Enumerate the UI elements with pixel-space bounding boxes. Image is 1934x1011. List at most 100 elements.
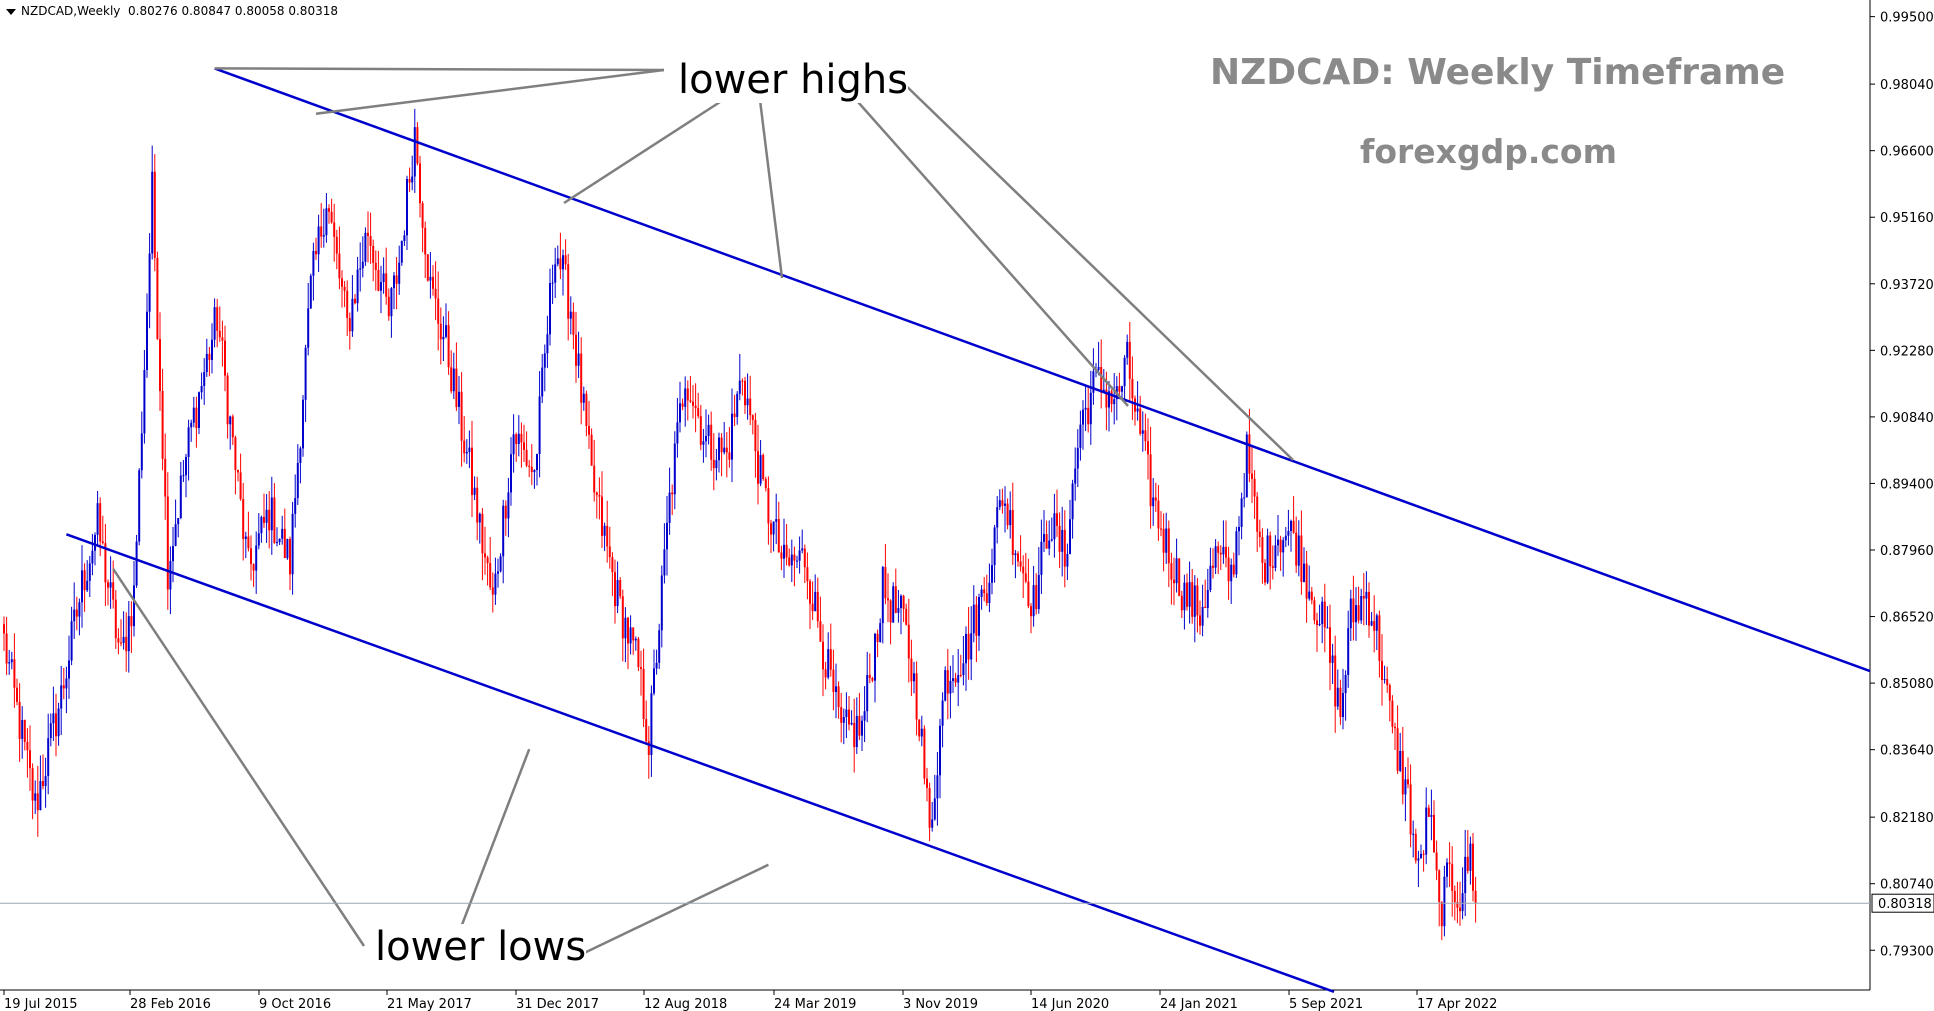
candle — [775, 493, 778, 545]
candle-body — [62, 685, 65, 689]
candle — [13, 633, 16, 708]
candle — [931, 801, 934, 832]
candle — [694, 383, 697, 433]
candle — [127, 601, 130, 673]
candle — [679, 381, 681, 433]
candle — [585, 390, 588, 437]
candle-body — [169, 561, 172, 590]
candle-body — [320, 226, 323, 237]
candle — [10, 651, 13, 670]
candle — [1113, 373, 1116, 425]
candle-body — [1414, 833, 1417, 861]
candle-body — [1123, 357, 1126, 387]
candle — [653, 649, 655, 696]
price-tick-label: 0.92280 — [1880, 344, 1934, 359]
date-tick-label: 28 Feb 2016 — [130, 997, 211, 1011]
candle-body — [411, 176, 414, 183]
candle — [1433, 800, 1435, 853]
candle — [671, 484, 674, 515]
candle-body — [255, 545, 258, 571]
candle-body — [569, 311, 572, 319]
candle — [1258, 519, 1261, 548]
candle — [471, 420, 473, 518]
candle — [68, 635, 70, 699]
candle — [811, 581, 814, 620]
candle-body — [1396, 728, 1399, 771]
candle-body — [70, 621, 73, 661]
candle-body — [562, 255, 564, 270]
candle-body — [959, 674, 962, 676]
candle-body — [23, 719, 26, 742]
candle — [273, 483, 276, 544]
candle — [866, 651, 869, 723]
candle — [179, 461, 182, 520]
candle-body — [315, 250, 317, 255]
candle-body — [624, 617, 627, 639]
candle — [1139, 395, 1142, 436]
candle-body — [806, 567, 809, 582]
candle-body — [1251, 473, 1253, 479]
candle — [666, 495, 668, 576]
candle — [52, 686, 55, 741]
candle — [1058, 512, 1061, 568]
candle-body — [645, 719, 648, 742]
candle — [1381, 634, 1383, 706]
candle-body — [1245, 434, 1248, 498]
candle — [200, 372, 203, 400]
candle-body — [1175, 558, 1178, 584]
candle — [1126, 334, 1129, 365]
candle — [377, 250, 380, 292]
candle — [627, 616, 629, 670]
candle — [731, 388, 733, 483]
candle-body — [1256, 496, 1259, 532]
candle — [879, 618, 882, 643]
dropdown-triangle-icon[interactable] — [6, 8, 16, 15]
candle-body — [185, 457, 187, 476]
candle-body — [372, 245, 375, 263]
candle — [107, 579, 109, 606]
candle — [1170, 552, 1173, 605]
candle-body — [34, 793, 37, 801]
candle-body — [1339, 687, 1342, 717]
candle-body — [1357, 605, 1360, 621]
candle-body — [112, 582, 115, 600]
candle-body — [263, 516, 265, 523]
candle-body — [554, 264, 557, 283]
candle — [1261, 528, 1264, 584]
candle — [1027, 558, 1030, 609]
candle — [1287, 509, 1290, 546]
candle-body — [1279, 539, 1282, 553]
candle — [673, 431, 676, 510]
candle-body — [195, 407, 198, 428]
candle-body — [133, 585, 135, 627]
candle-body — [1284, 535, 1287, 541]
candle-body — [1217, 546, 1220, 553]
candle — [78, 598, 81, 636]
candle — [507, 477, 510, 538]
price-tick-label: 0.95160 — [1880, 211, 1934, 226]
candle — [928, 782, 931, 842]
candle — [637, 636, 640, 672]
candle-body — [387, 296, 390, 317]
candle-body — [1310, 591, 1313, 601]
candle-body — [1451, 864, 1454, 891]
candle-body — [476, 487, 479, 523]
candle-body — [575, 334, 577, 366]
candle-body — [936, 775, 939, 799]
candle-body — [393, 275, 395, 289]
candle — [1069, 499, 1071, 555]
candle — [1378, 610, 1381, 678]
candle-body — [533, 470, 536, 473]
candle — [738, 353, 741, 401]
candle-body — [198, 392, 200, 428]
price-axis: 0.99500 0.98040 0.96600 0.95160 0.93720 0.922… — [0, 11, 1934, 959]
candle — [364, 227, 367, 266]
candle-body — [1199, 615, 1201, 626]
candle — [1045, 520, 1048, 549]
candle — [49, 713, 52, 747]
candle-body — [351, 298, 354, 332]
candle — [510, 437, 512, 506]
candle — [790, 539, 793, 583]
candle-body — [1162, 528, 1165, 553]
candle — [640, 650, 642, 696]
